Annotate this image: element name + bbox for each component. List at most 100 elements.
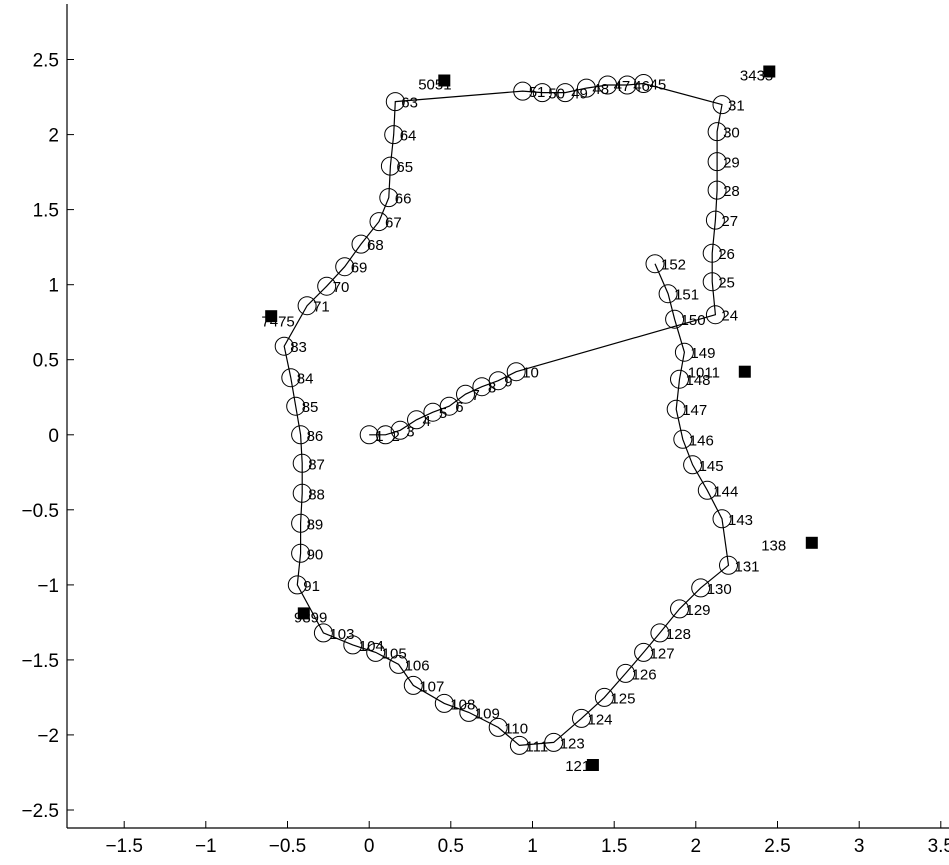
turn-label: 7475 xyxy=(261,314,294,331)
pose-label: 107 xyxy=(419,678,444,695)
pose-label: 131 xyxy=(735,558,760,575)
pose-label: 111 xyxy=(525,738,548,755)
pose-marker xyxy=(674,342,694,362)
pose-marker xyxy=(670,369,689,389)
pose-label: 29 xyxy=(723,155,740,172)
landmark-marker xyxy=(763,65,776,78)
pose-label: 148 xyxy=(686,372,711,389)
pose-label: 88 xyxy=(308,486,325,503)
pose-label: 71 xyxy=(313,299,330,316)
pose-label: 9 xyxy=(504,374,512,391)
trajectory-line xyxy=(283,82,730,747)
pose-label: 6 xyxy=(455,399,463,416)
pose-label: 51 xyxy=(529,84,546,101)
pose-marker xyxy=(403,675,423,695)
pose-marker xyxy=(634,74,654,93)
pose-marker xyxy=(673,429,693,449)
y-tick-label: 2.5 xyxy=(33,51,59,72)
pose-label: 4 xyxy=(423,413,431,430)
axes-group: −1.5 −1 −0.5 0 0.5 1 1.5 2 2.5 3 3.5 −2.5 −2 −1.5 −1 −0… xyxy=(21,4,949,857)
pose-marker xyxy=(317,276,337,296)
y-tick-label: −1.5 xyxy=(21,651,59,672)
pose-label: 50 xyxy=(548,86,565,103)
pose-marker xyxy=(544,732,564,752)
x-tick-label: 2.5 xyxy=(764,836,790,857)
pose-marker xyxy=(712,95,732,115)
pose-label: 124 xyxy=(588,711,613,728)
pose-label: 147 xyxy=(682,402,707,419)
pose-label: 110 xyxy=(504,720,528,737)
pose-marker xyxy=(281,368,301,388)
landmark-marker xyxy=(586,759,599,771)
pose-label: 105 xyxy=(382,645,407,662)
pose-marker xyxy=(594,687,614,707)
pose-marker xyxy=(702,243,722,263)
y-tick-label: −0.5 xyxy=(21,501,59,522)
pose-marker xyxy=(707,122,727,142)
pose-marker xyxy=(335,257,355,277)
pose-marker xyxy=(313,623,333,643)
pose-label: 103 xyxy=(329,626,354,643)
y-tick-label: −1 xyxy=(37,576,59,597)
pose-marker xyxy=(666,399,686,419)
pose-label: 127 xyxy=(650,645,675,662)
pose-label: 85 xyxy=(302,399,319,416)
pose-label: 123 xyxy=(560,735,585,752)
pose-marker xyxy=(351,234,371,254)
pose-marker xyxy=(359,425,379,445)
pose-label: 7 xyxy=(472,387,480,404)
pose-label: 130 xyxy=(707,581,732,598)
pose-marker xyxy=(376,425,395,445)
pose-marker xyxy=(379,188,399,208)
turn-label: 5051 xyxy=(418,77,451,94)
landmark-marker xyxy=(738,365,751,378)
pose-label: 126 xyxy=(632,666,657,683)
pose-label: 150 xyxy=(681,312,706,329)
landmark-marker xyxy=(265,310,278,323)
pose-label: 84 xyxy=(297,371,314,388)
pose-marker xyxy=(439,396,459,416)
pose-label: 129 xyxy=(686,602,711,619)
pose-label: 27 xyxy=(721,213,738,230)
pose-label: 5 xyxy=(439,405,447,422)
pose-label: 63 xyxy=(401,95,418,112)
turn-label: 1011 xyxy=(688,365,720,382)
turn-label: 3435 xyxy=(740,68,773,85)
pose-label: 106 xyxy=(405,657,430,674)
pose-label: 48 xyxy=(592,81,609,98)
pose-marker xyxy=(459,702,479,722)
pose-marker xyxy=(707,152,727,172)
pose-label: 125 xyxy=(610,690,635,707)
pose-marker xyxy=(407,410,426,430)
x-tick-label: −1.5 xyxy=(105,836,143,857)
pose-marker xyxy=(645,254,665,274)
pose-marker xyxy=(616,663,636,683)
pose-label: 46 xyxy=(633,78,650,95)
pose-label: 86 xyxy=(307,428,324,445)
x-tick-label: 1 xyxy=(527,836,538,857)
pose-label: 145 xyxy=(699,458,724,475)
pose-marker xyxy=(291,543,311,563)
pose-label: 149 xyxy=(690,345,715,362)
pose-marker xyxy=(292,453,312,473)
pose-marker xyxy=(670,599,689,619)
pose-label: 68 xyxy=(367,237,384,254)
landmark-marker xyxy=(805,536,818,549)
pose-label: 146 xyxy=(689,432,714,449)
y-tick-label: −2 xyxy=(37,726,59,747)
pose-label: 91 xyxy=(303,578,320,595)
pose-label: 67 xyxy=(385,215,402,232)
pose-marker xyxy=(509,735,529,755)
pose-label: 151 xyxy=(674,287,699,304)
pose-marker xyxy=(506,362,526,382)
y-tick-label: 1 xyxy=(48,276,59,297)
pose-marker xyxy=(705,305,725,325)
pose-marker xyxy=(598,75,618,95)
pose-marker xyxy=(389,654,409,674)
pose-marker xyxy=(297,296,317,316)
pose-label: 89 xyxy=(307,516,324,533)
pose-marker xyxy=(380,156,400,176)
pose-marker xyxy=(291,513,311,533)
turn-label: 9899 xyxy=(294,609,327,626)
